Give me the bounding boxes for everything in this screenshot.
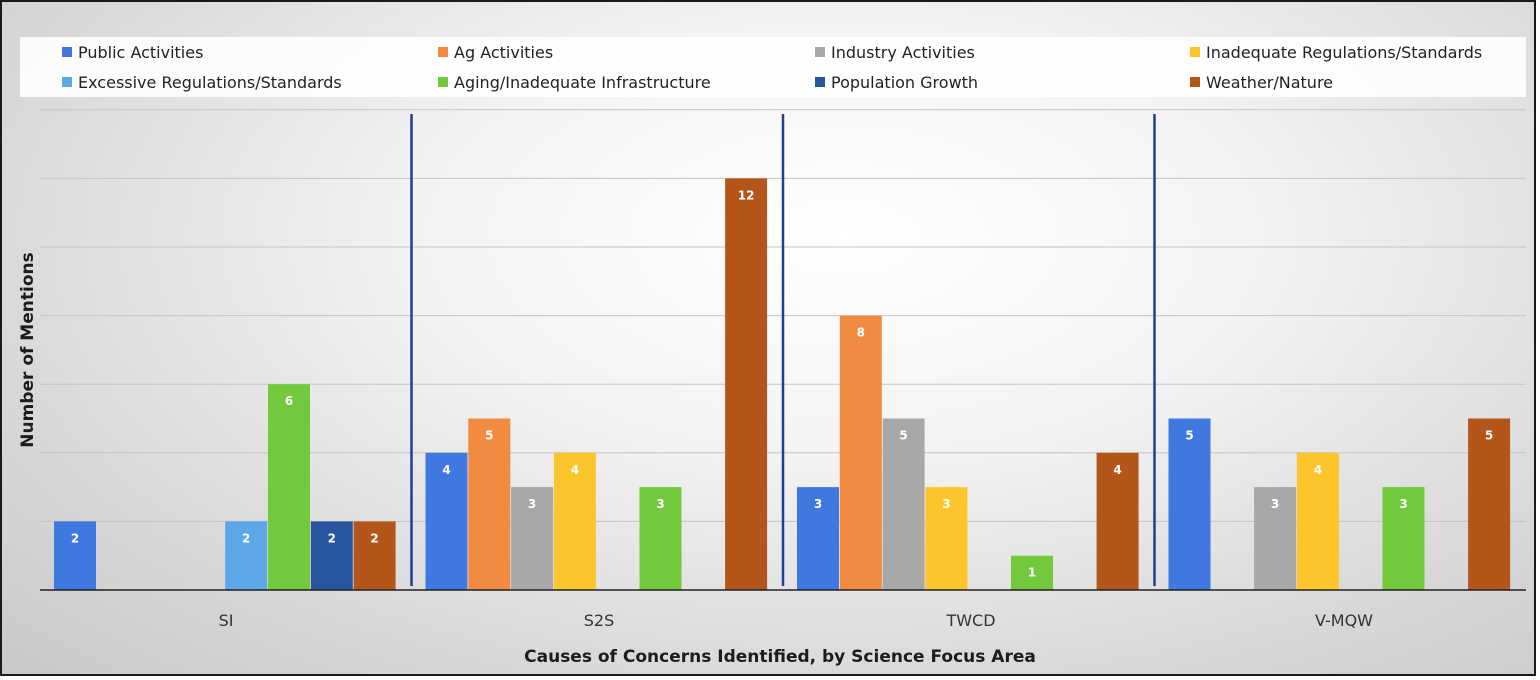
legend-item-industry-activities: Industry Activities bbox=[815, 41, 975, 63]
legend-item-aging-infrastructure: Aging/Inadequate Infrastructure bbox=[438, 71, 711, 93]
bar bbox=[553, 452, 596, 590]
bar bbox=[882, 418, 925, 590]
data-label: 3 bbox=[1271, 497, 1279, 511]
data-label: 2 bbox=[328, 531, 336, 545]
legend-label: Aging/Inadequate Infrastructure bbox=[454, 72, 711, 92]
data-label: 6 bbox=[285, 394, 293, 408]
legend-swatch bbox=[62, 47, 72, 57]
data-label: 5 bbox=[899, 429, 907, 443]
data-label: 3 bbox=[528, 497, 536, 511]
data-label: 12 bbox=[738, 188, 755, 202]
data-label: 2 bbox=[242, 531, 250, 545]
bar bbox=[468, 418, 511, 590]
data-label: 2 bbox=[71, 531, 79, 545]
data-label: 4 bbox=[1314, 463, 1322, 477]
legend-swatch bbox=[438, 77, 448, 87]
data-label: 3 bbox=[656, 497, 664, 511]
bar bbox=[797, 487, 839, 590]
category-label: TWCD bbox=[946, 611, 996, 630]
bar bbox=[1254, 487, 1297, 590]
x-axis-title: Causes of Concerns Identified, by Scienc… bbox=[524, 647, 1036, 667]
legend-item-excessive-regulations: Excessive Regulations/Standards bbox=[62, 71, 342, 93]
legend-swatch bbox=[438, 47, 448, 57]
bar bbox=[1382, 487, 1425, 590]
category-label: SI bbox=[218, 611, 234, 630]
legend-label: Ag Activities bbox=[454, 42, 554, 62]
bar bbox=[310, 521, 353, 590]
category-label: V-MQW bbox=[1315, 611, 1373, 630]
bar bbox=[1168, 418, 1211, 590]
data-label: 5 bbox=[1185, 429, 1193, 443]
bar bbox=[268, 384, 310, 590]
data-label: 4 bbox=[442, 463, 450, 477]
bar bbox=[925, 487, 968, 590]
legend-swatch bbox=[1190, 47, 1200, 57]
data-label: 3 bbox=[814, 497, 822, 511]
bar bbox=[1468, 418, 1511, 590]
data-label: 3 bbox=[1399, 497, 1407, 511]
legend-item-inadequate-regulations: Inadequate Regulations/Standards bbox=[1190, 41, 1482, 63]
legend-item-weather-nature: Weather/Nature bbox=[1190, 71, 1333, 93]
data-label: 1 bbox=[1028, 566, 1036, 580]
bar bbox=[725, 178, 768, 590]
bar bbox=[1011, 555, 1053, 590]
bar bbox=[1096, 452, 1139, 590]
legend: Public Activities Ag Activities Industry… bbox=[20, 37, 1526, 97]
legend-item-public-activities: Public Activities bbox=[62, 41, 203, 63]
legend-swatch bbox=[62, 77, 72, 87]
data-label: 5 bbox=[1485, 429, 1493, 443]
y-axis-title: Number of Mentions bbox=[18, 252, 38, 448]
legend-item-population-growth: Population Growth bbox=[815, 71, 978, 93]
category-label: S2S bbox=[583, 611, 615, 630]
legend-label: Industry Activities bbox=[831, 42, 975, 62]
data-label: 4 bbox=[571, 463, 579, 477]
bar bbox=[54, 521, 96, 590]
legend-label: Weather/Nature bbox=[1206, 72, 1334, 92]
legend-label: Inadequate Regulations/Standards bbox=[1206, 42, 1483, 62]
legend-swatch bbox=[815, 47, 825, 57]
data-label: 3 bbox=[942, 497, 950, 511]
data-label: 4 bbox=[1113, 463, 1121, 477]
bar bbox=[353, 521, 396, 590]
bar bbox=[839, 315, 882, 590]
data-label: 2 bbox=[370, 531, 378, 545]
legend-label: Excessive Regulations/Standards bbox=[78, 72, 342, 92]
legend-swatch bbox=[1190, 77, 1200, 87]
data-label: 8 bbox=[857, 326, 865, 340]
bar bbox=[425, 452, 468, 590]
legend-label: Population Growth bbox=[831, 72, 979, 92]
bar bbox=[639, 487, 682, 590]
bar bbox=[511, 487, 554, 590]
legend-item-ag-activities: Ag Activities bbox=[438, 41, 553, 63]
legend-swatch bbox=[815, 77, 825, 87]
bar bbox=[1296, 452, 1339, 590]
legend-label: Public Activities bbox=[78, 42, 204, 62]
data-label: 5 bbox=[485, 429, 493, 443]
bar bbox=[225, 521, 268, 590]
